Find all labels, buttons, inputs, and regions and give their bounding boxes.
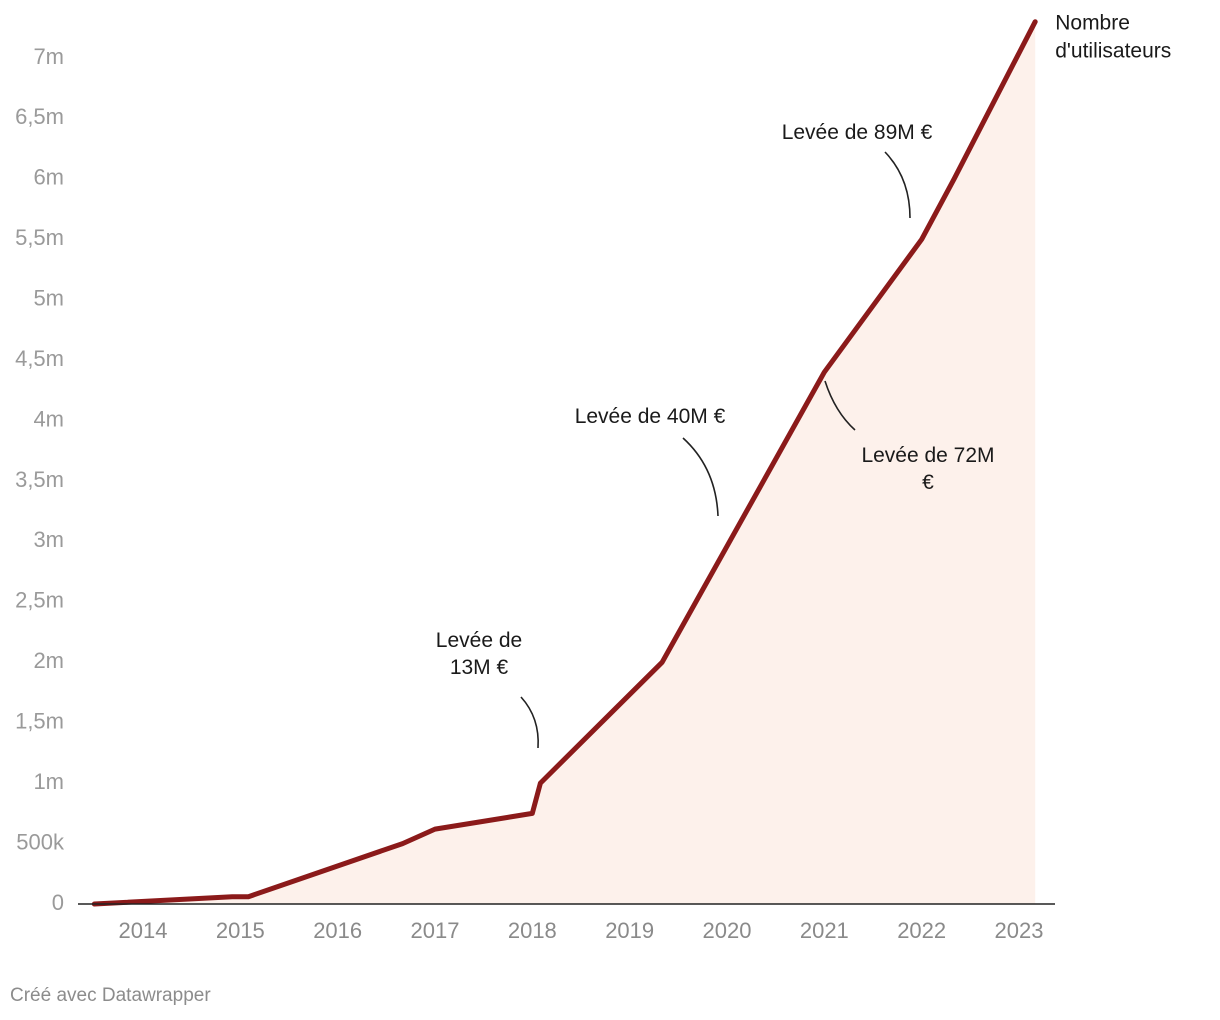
series-label: Nombre d'utilisateurs bbox=[1055, 12, 1171, 63]
y-tick-label: 2m bbox=[33, 648, 64, 673]
x-tick-label: 2019 bbox=[605, 918, 654, 943]
y-tick-label: 2,5m bbox=[15, 588, 64, 613]
x-tick-label: 2016 bbox=[313, 918, 362, 943]
x-tick-label: 2022 bbox=[897, 918, 946, 943]
x-tick-label: 2017 bbox=[411, 918, 460, 943]
annotations: Levée de 13M € Levée de 40M € Levée de 72M €… bbox=[436, 121, 995, 749]
y-tick-label: 500k bbox=[16, 829, 65, 854]
x-tick-label: 2020 bbox=[703, 918, 752, 943]
y-tick-label: 6,5m bbox=[15, 104, 64, 129]
series-line bbox=[91, 19, 1038, 907]
annotation-connector bbox=[824, 380, 856, 431]
y-tick-label: 0 bbox=[52, 890, 64, 915]
x-tick-label: 2023 bbox=[995, 918, 1044, 943]
y-axis: 0 500k 1m 1,5m 2m 2,5m 3m 3,5m 4m 4,5m 5m 5,5m 6m 6,5… bbox=[15, 44, 65, 915]
credit-text: Créé avec Datawrapper bbox=[10, 985, 211, 1006]
x-axis: 2014 2015 2016 2017 2018 2019 2020 2021 2022 2023 bbox=[78, 903, 1055, 943]
y-tick-label: 4m bbox=[33, 406, 64, 431]
y-tick-label: 6m bbox=[33, 165, 64, 190]
y-tick-label: 3,5m bbox=[15, 467, 64, 492]
y-tick-label: 1,5m bbox=[15, 709, 64, 734]
series-area bbox=[94, 21, 1036, 904]
y-tick-label: 5m bbox=[33, 286, 64, 311]
x-tick-label: 2015 bbox=[216, 918, 265, 943]
y-tick-label: 4,5m bbox=[15, 346, 64, 371]
x-tick-label: 2018 bbox=[508, 918, 557, 943]
area-layer: Nombre d'utilisateurs bbox=[91, 12, 1171, 907]
annotation-label: Levée de 72M € bbox=[861, 444, 994, 494]
annotation-label: Levée de 40M € bbox=[575, 405, 726, 428]
x-tick-label: 2014 bbox=[119, 918, 168, 943]
y-tick-label: 7m bbox=[33, 44, 64, 69]
y-tick-label: 1m bbox=[33, 769, 64, 794]
x-tick-label: 2021 bbox=[800, 918, 849, 943]
annotation-connector bbox=[884, 151, 911, 219]
annotation-connector bbox=[520, 696, 539, 749]
annotation-label: Levée de 89M € bbox=[782, 121, 933, 144]
y-tick-label: 5,5m bbox=[15, 225, 64, 250]
y-tick-label: 3m bbox=[33, 527, 64, 552]
annotation-label: Levée de 13M € bbox=[436, 629, 522, 679]
annotation-connector bbox=[682, 437, 719, 517]
